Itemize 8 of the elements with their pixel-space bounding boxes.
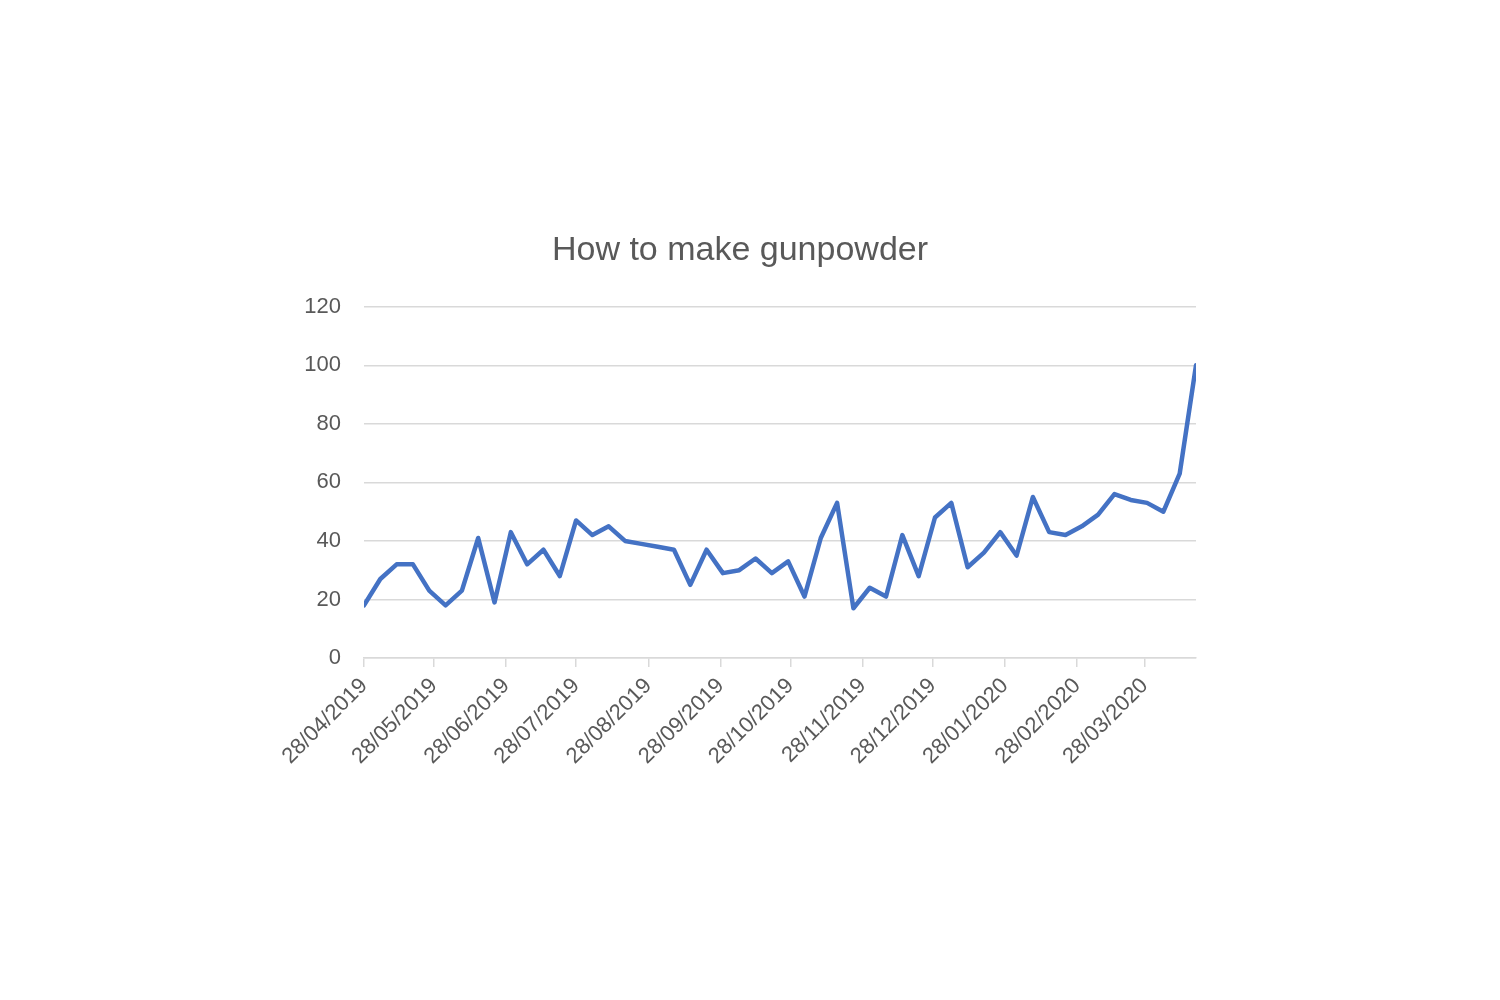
y-tick-label: 120 xyxy=(304,292,341,318)
y-tick-label: 20 xyxy=(316,585,341,611)
y-tick-label: 40 xyxy=(316,527,341,552)
chart-title: How to make gunpowder xyxy=(551,228,929,267)
y-tick-label: 80 xyxy=(316,409,341,435)
y-tick-label: 60 xyxy=(316,468,341,494)
y-tick-label: 0 xyxy=(328,644,341,670)
y-tick-label: 100 xyxy=(304,351,341,377)
